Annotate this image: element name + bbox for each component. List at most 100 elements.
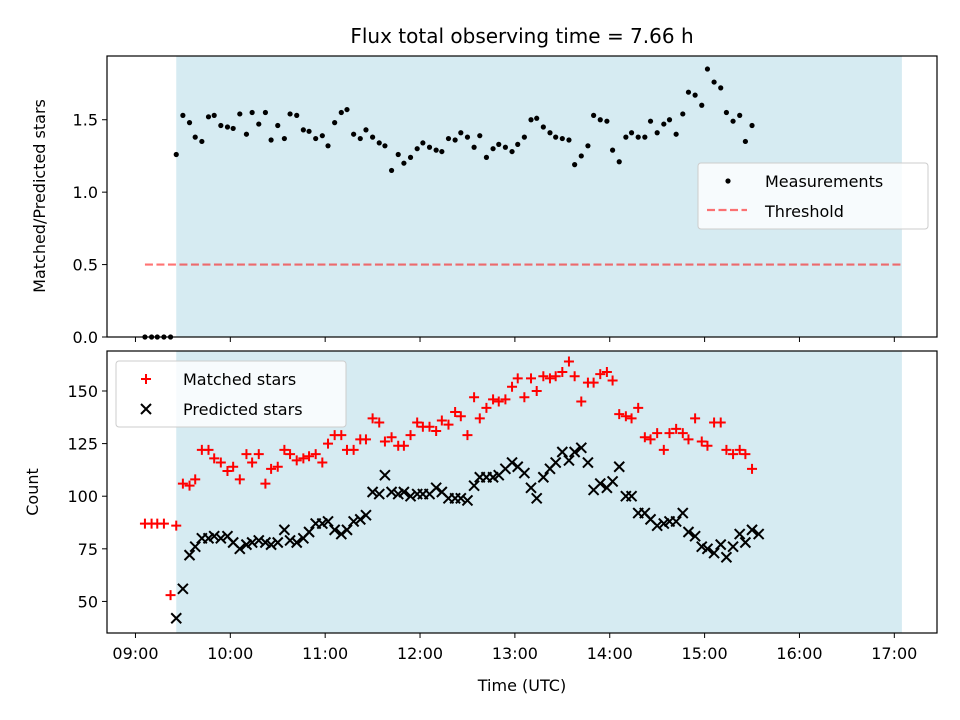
matched-point	[455, 411, 466, 422]
predicted-point	[682, 526, 695, 538]
measurement-point	[300, 127, 306, 133]
matched-point	[450, 407, 461, 418]
matched-point	[228, 461, 239, 472]
measurement-point	[306, 128, 312, 134]
ratio-panel: 0.0 0.5 1.0 1.5 Measurements Threshold	[73, 55, 938, 347]
measurement-point	[414, 146, 420, 152]
predicted-point	[455, 492, 467, 505]
matched-point	[266, 463, 277, 474]
measurement-point	[685, 89, 692, 95]
matched-point	[715, 417, 726, 428]
measurement-point	[281, 135, 287, 142]
y-tick-label: 1.5	[73, 111, 98, 130]
series-measurements	[142, 66, 755, 340]
predicted-point	[468, 479, 480, 492]
legend-measurement-marker	[725, 178, 731, 184]
matched-point	[588, 377, 599, 388]
measurement-point	[718, 85, 724, 91]
predicted-point	[549, 456, 562, 469]
matched-point	[431, 425, 442, 436]
predicted-point	[701, 543, 714, 555]
matched-point	[215, 457, 226, 468]
measurement-point	[704, 66, 711, 72]
matched-point	[507, 381, 518, 392]
matched-point	[443, 419, 454, 430]
matched-point	[512, 373, 523, 384]
measurement-point	[192, 134, 198, 140]
matched-point	[595, 369, 606, 380]
predicted-point	[404, 490, 417, 502]
y-tick-label: 0.0	[73, 328, 98, 347]
measurement-point	[370, 134, 376, 140]
measurement-point	[647, 118, 654, 124]
matched-point	[279, 444, 290, 455]
matched-point	[481, 402, 492, 413]
matched-point	[626, 413, 637, 424]
predicted-point	[303, 526, 315, 538]
legend-box	[697, 162, 929, 230]
predicted-point	[708, 547, 720, 559]
measurement-point	[338, 109, 344, 116]
matched-point	[171, 520, 182, 531]
measurement-point	[344, 106, 350, 113]
predicted-point	[461, 494, 474, 507]
measurement-point	[249, 109, 255, 116]
measurement-point	[218, 122, 224, 129]
y-tick-label: 150	[67, 382, 98, 401]
predicted-point	[677, 507, 689, 519]
predicted-point	[177, 583, 189, 595]
predicted-point	[530, 492, 543, 505]
matched-point	[436, 415, 447, 426]
predicted-point	[189, 541, 201, 553]
measurement-point	[376, 140, 382, 146]
measurement-point	[351, 131, 357, 137]
matched-point	[336, 430, 347, 441]
matched-point	[165, 590, 176, 601]
y-tick-label: 100	[67, 487, 98, 506]
matched-point	[469, 392, 480, 403]
predicted-point	[354, 513, 366, 526]
predicted-point	[720, 551, 733, 563]
matched-point	[203, 444, 214, 455]
measurement-point	[262, 109, 269, 116]
matched-point	[379, 436, 390, 447]
measurement-point	[515, 141, 521, 147]
matched-point	[576, 396, 587, 407]
matched-point	[367, 413, 378, 424]
measurement-point	[287, 111, 293, 117]
matched-point	[652, 428, 663, 439]
matched-point	[488, 394, 499, 405]
matched-point	[424, 421, 435, 432]
predicted-point	[385, 486, 398, 498]
bottom-ylabel: Count	[23, 468, 42, 516]
measurement-point	[452, 137, 458, 143]
measurement-point	[692, 92, 698, 98]
measurement-point	[521, 134, 527, 140]
matched-point	[702, 440, 713, 451]
predicted-point	[537, 471, 550, 483]
measurement-point	[597, 117, 603, 123]
measurement-point	[445, 135, 452, 142]
measurement-point	[199, 138, 205, 145]
measurement-point	[268, 137, 274, 143]
matched-point	[158, 518, 169, 529]
measurement-point	[623, 134, 629, 140]
y-tick-label: 0.5	[73, 256, 98, 275]
matched-point	[601, 367, 612, 378]
measurement-point	[534, 115, 540, 121]
measurement-point	[585, 143, 591, 149]
matched-point	[538, 371, 549, 382]
matched-point	[544, 373, 555, 384]
measurement-point	[224, 124, 231, 130]
x-tick-label: 16:00	[776, 644, 822, 663]
predicted-point	[739, 536, 752, 549]
matched-point	[519, 392, 530, 403]
matched-point	[317, 457, 328, 468]
predicted-point	[234, 543, 246, 555]
measurement-point	[528, 117, 534, 123]
matched-point	[405, 430, 416, 441]
series-predicted-stars	[170, 442, 765, 624]
measurement-point	[711, 79, 717, 85]
predicted-point	[379, 469, 391, 481]
